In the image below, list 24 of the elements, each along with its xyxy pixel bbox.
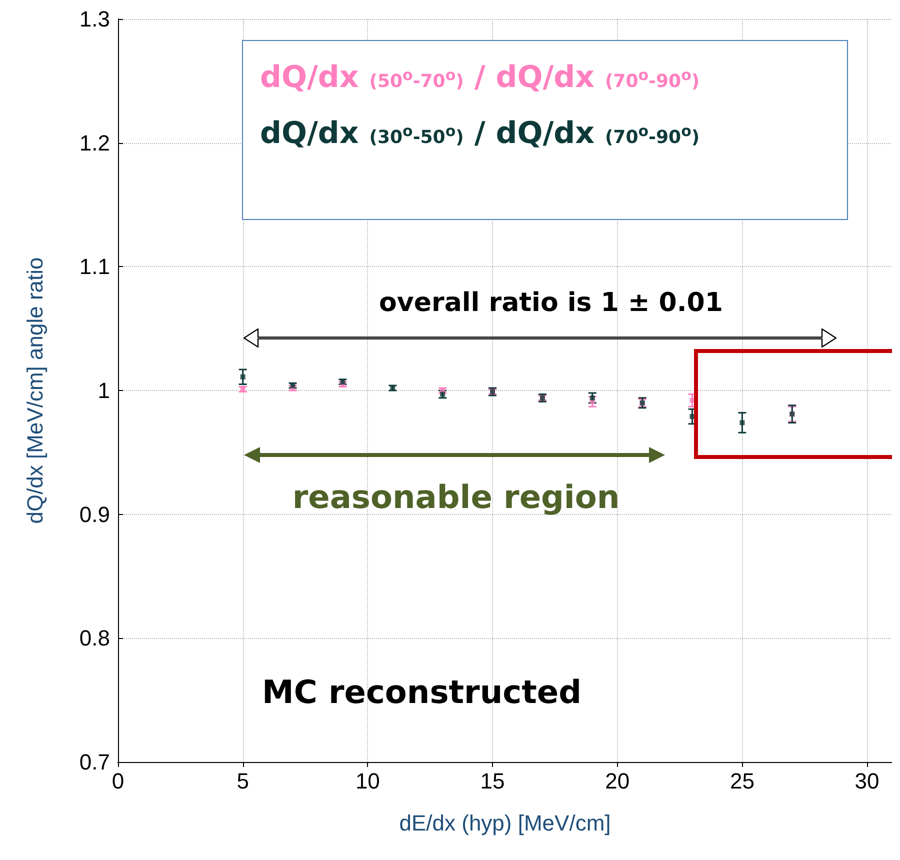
point: [338, 378, 348, 386]
y-tick-label: 1.3: [79, 6, 110, 32]
y-tick-label: 0.8: [79, 626, 110, 651]
y-tick-label: 1: [98, 378, 110, 403]
x-axis-title: dE/dx (hyp) [MeV/cm]: [399, 810, 611, 836]
annotation: reasonable region: [292, 478, 620, 516]
y-tick-label: 1.2: [79, 130, 110, 156]
point: [288, 382, 298, 389]
x-tick-label: 5: [236, 768, 249, 794]
text: dQ/dx (50$^{o}$-70$^{o}$) / dQ/dx (70$^{o}$-90$^{o}$): [260, 60, 700, 95]
x-tick-label: 10: [355, 768, 380, 794]
point: [438, 390, 448, 399]
annotation: MC reconstructed: [262, 673, 582, 711]
x-tick-label: 25: [730, 768, 754, 794]
y-tick-label: 0.7: [79, 750, 110, 774]
y-tick-label: 1.1: [79, 254, 110, 280]
x-tick-label: 0: [112, 768, 124, 794]
annotation: overall ratio is 1 ± 0.01: [379, 288, 723, 318]
x-tick-label: 20: [605, 768, 630, 794]
x-tick-label: 30: [854, 768, 880, 794]
x-tick-label: 15: [480, 768, 505, 794]
y-tick-label: 0.9: [79, 502, 110, 527]
y-axis-title: dQ/dx [MeV/cm] angle ratio: [22, 257, 48, 524]
text: dQ/dx (30$^{o}$-50$^{o}$) / dQ/dx (70$^{o}$-90$^{o}$): [260, 116, 700, 151]
